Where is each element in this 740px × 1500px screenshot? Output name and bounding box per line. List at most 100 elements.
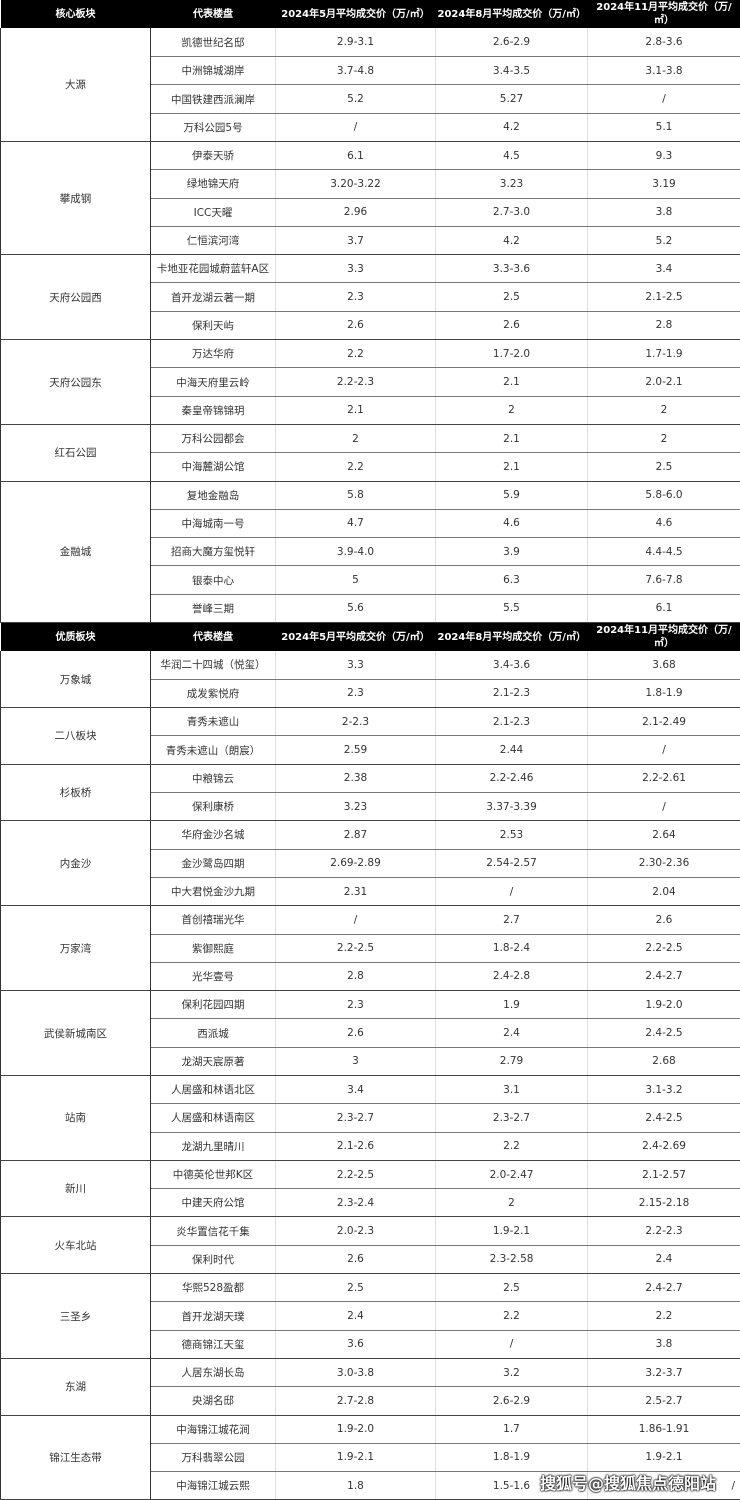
project-cell: 光华壹号: [151, 962, 276, 990]
project-cell: 中洲锦城湖岸: [151, 57, 276, 85]
project-cell: 首创禧瑞光华: [151, 906, 276, 934]
may-price-cell: 3.6: [276, 1330, 436, 1358]
nov-price-cell: 2: [588, 396, 740, 424]
project-cell: 中海锦江城云熙: [151, 1472, 276, 1500]
column-header: 2024年8月平均成交价（万/㎡）: [436, 0, 588, 28]
project-cell: 人居盛和林语南区: [151, 1104, 276, 1132]
nov-price-cell: 1.8-1.9: [588, 679, 740, 707]
may-price-cell: 1.9-2.0: [276, 1415, 436, 1443]
aug-price-cell: 3.3-3.6: [436, 255, 588, 283]
aug-price-cell: 4.2: [436, 113, 588, 141]
may-price-cell: 4.7: [276, 509, 436, 537]
project-cell: 首开龙湖天璞: [151, 1302, 276, 1330]
area-cell: 锦江生态带: [1, 1415, 151, 1500]
nov-price-cell: /: [588, 736, 740, 764]
nov-price-cell: 1.9-2.1: [588, 1443, 740, 1471]
project-cell: 秦皇帝锦锦玥: [151, 396, 276, 424]
project-cell: 万科翡翠公园: [151, 1443, 276, 1471]
may-price-cell: 2.96: [276, 198, 436, 226]
may-price-cell: 5.2: [276, 85, 436, 113]
project-cell: 龙湖九里晴川: [151, 1132, 276, 1160]
nov-price-cell: 5.2: [588, 226, 740, 254]
nov-price-cell: 2.0-2.1: [588, 368, 740, 396]
nov-price-cell: 2.15-2.18: [588, 1189, 740, 1217]
project-cell: 伊泰天骄: [151, 141, 276, 169]
may-price-cell: 2.1: [276, 396, 436, 424]
may-price-cell: 2.2-2.5: [276, 1160, 436, 1188]
may-price-cell: 2.87: [276, 821, 436, 849]
aug-price-cell: 2.6-2.9: [436, 1387, 588, 1415]
may-price-cell: 1.9-2.1: [276, 1443, 436, 1471]
project-cell: 中大君悦金沙九期: [151, 877, 276, 905]
nov-price-cell: 2.8: [588, 311, 740, 339]
aug-price-cell: 2.4: [436, 1019, 588, 1047]
may-price-cell: 3.23: [276, 793, 436, 821]
project-cell: 金沙鹭岛四期: [151, 849, 276, 877]
may-price-cell: 2.5: [276, 1274, 436, 1302]
nov-price-cell: 2.68: [588, 1047, 740, 1075]
project-cell: 保利天屿: [151, 311, 276, 339]
aug-price-cell: 3.4-3.6: [436, 651, 588, 679]
aug-price-cell: 2.0-2.47: [436, 1160, 588, 1188]
area-cell: 站南: [1, 1075, 151, 1160]
project-cell: 龙湖天宸原著: [151, 1047, 276, 1075]
column-header: 2024年8月平均成交价（万/㎡）: [436, 623, 588, 652]
project-cell: 人居盛和林语北区: [151, 1075, 276, 1103]
area-cell: 攀成钢: [1, 141, 151, 254]
project-cell: 华府金沙名城: [151, 821, 276, 849]
column-header: 2024年11月平均成交价（万/㎡）: [588, 0, 740, 28]
nov-price-cell: 2.04: [588, 877, 740, 905]
project-cell: ICC天曜: [151, 198, 276, 226]
project-cell: 青秀未遮山: [151, 708, 276, 736]
nov-price-cell: 2.64: [588, 821, 740, 849]
aug-price-cell: 2.3-2.7: [436, 1104, 588, 1132]
nov-price-cell: 3.2-3.7: [588, 1358, 740, 1386]
nov-price-cell: 2.1-2.5: [588, 283, 740, 311]
nov-price-cell: 3.1-3.2: [588, 1075, 740, 1103]
nov-price-cell: 2.4-2.5: [588, 1104, 740, 1132]
may-price-cell: 2.6: [276, 311, 436, 339]
area-cell: 二八板块: [1, 708, 151, 765]
project-cell: 中德英伦世邦K区: [151, 1160, 276, 1188]
aug-price-cell: 4.6: [436, 509, 588, 537]
project-cell: 绿地锦天府: [151, 170, 276, 198]
column-header: 2024年11月平均成交价（万/㎡）: [588, 623, 740, 652]
aug-price-cell: 1.9-2.1: [436, 1217, 588, 1245]
may-price-cell: 5.6: [276, 594, 436, 622]
project-cell: 中粮锦云: [151, 764, 276, 792]
column-header: 代表楼盘: [151, 623, 276, 652]
nov-price-cell: 2.2-2.3: [588, 1217, 740, 1245]
may-price-cell: 3.0-3.8: [276, 1358, 436, 1386]
may-price-cell: 3.3: [276, 255, 436, 283]
nov-price-cell: 4.4-4.5: [588, 538, 740, 566]
aug-price-cell: 2.79: [436, 1047, 588, 1075]
aug-price-cell: 3.2: [436, 1358, 588, 1386]
area-cell: 三圣乡: [1, 1274, 151, 1359]
area-cell: 红石公园: [1, 424, 151, 481]
project-cell: 银泰中心: [151, 566, 276, 594]
may-price-cell: 2.8: [276, 962, 436, 990]
aug-price-cell: 3.4-3.5: [436, 57, 588, 85]
project-cell: 中海城南一号: [151, 509, 276, 537]
nov-price-cell: 1.9-2.0: [588, 991, 740, 1019]
aug-price-cell: 6.3: [436, 566, 588, 594]
may-price-cell: 2.3: [276, 679, 436, 707]
aug-price-cell: 2.2-2.46: [436, 764, 588, 792]
aug-price-cell: 1.9: [436, 991, 588, 1019]
nov-price-cell: 2.2-2.61: [588, 764, 740, 792]
may-price-cell: 6.1: [276, 141, 436, 169]
may-price-cell: 3.3: [276, 651, 436, 679]
aug-price-cell: 1.8-1.9: [436, 1443, 588, 1471]
may-price-cell: 2.2: [276, 453, 436, 481]
area-cell: 火车北站: [1, 1217, 151, 1274]
aug-price-cell: 5.9: [436, 481, 588, 509]
may-price-cell: 2.38: [276, 764, 436, 792]
area-cell: 东湖: [1, 1358, 151, 1415]
